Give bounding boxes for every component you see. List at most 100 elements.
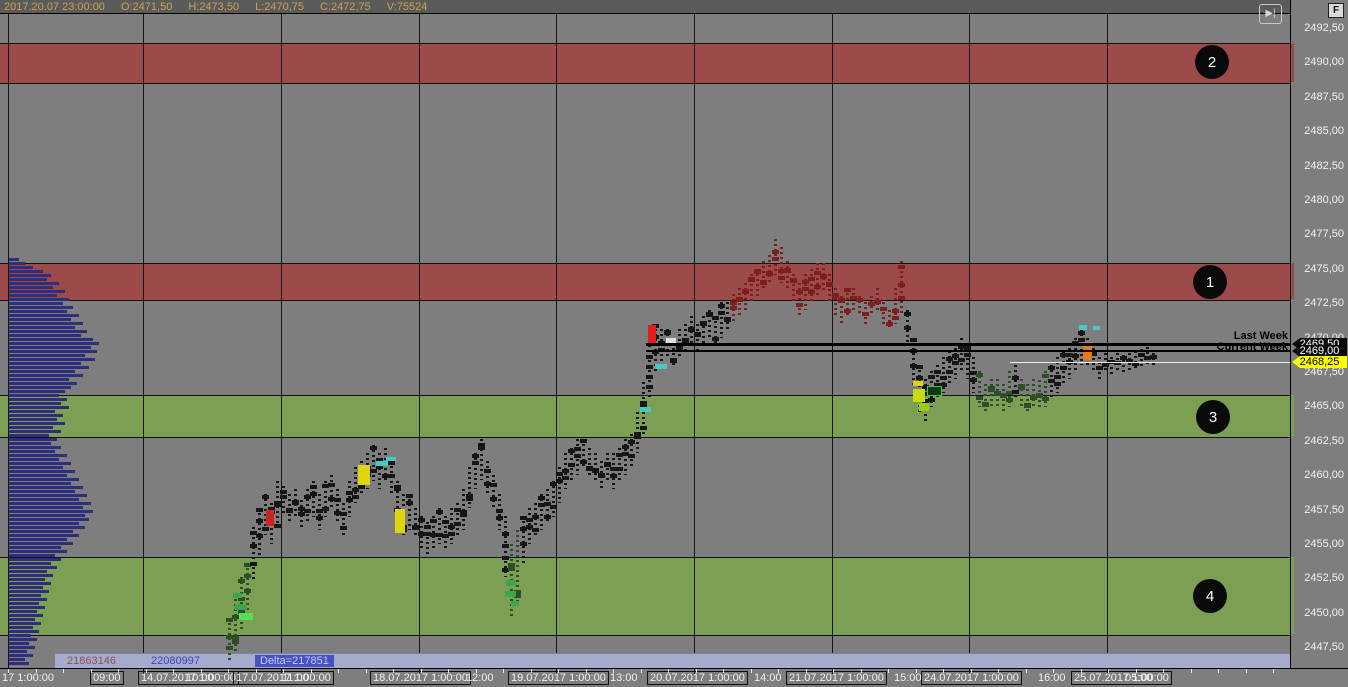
price-bar-cluster-block [334, 511, 341, 515]
volume-profile-bar [9, 322, 83, 325]
price-bar-cluster-block [1102, 363, 1109, 367]
price-bar-cluster-block [520, 542, 527, 546]
price-bar-cluster-block [748, 278, 755, 282]
price-bar [882, 302, 885, 324]
price-bar-cluster-block [532, 515, 539, 519]
price-bar-cluster-block [556, 472, 563, 476]
highlight-cell [511, 601, 519, 606]
price-bar [918, 365, 921, 412]
price-bar-cluster-block [928, 398, 935, 402]
price-bar-cluster-block [562, 469, 569, 473]
price-bar [744, 283, 747, 311]
price-bar-cluster-block [388, 461, 395, 465]
time-axis-label: 09:00 [90, 671, 124, 685]
volume-profile-bar [9, 630, 39, 633]
bar-open: O:2471,50 [120, 0, 173, 13]
time-axis-tick [118, 669, 119, 673]
price-bar-cluster-block [904, 312, 911, 316]
volume-profile-bar [9, 366, 89, 369]
volume-profile-bar [9, 430, 61, 433]
price-bar [804, 274, 807, 310]
price-bar-cluster-block [1060, 366, 1067, 370]
highlight-cell [1079, 325, 1087, 330]
price-bar-cluster-block [796, 290, 803, 294]
price-bar [612, 453, 615, 489]
time-axis-tick [971, 669, 972, 673]
price-axis[interactable]: F 2492,50 2490,00 2487,50 2485,00 2482,50 248… [1290, 0, 1348, 668]
price-bar-cluster-block [916, 365, 923, 369]
price-bar-cluster-block [934, 370, 941, 374]
price-bar-cluster-block [964, 353, 971, 357]
time-axis-tick [888, 669, 889, 673]
price-bar-cluster-block [532, 528, 539, 532]
price-bar-cluster-block [1012, 376, 1019, 380]
volume-profile-bar [9, 574, 53, 577]
time-axis-tick [861, 669, 862, 673]
price-bar-cluster-block [430, 519, 437, 523]
price-bar-cluster-block [310, 485, 317, 489]
price-bar-cluster-block [1096, 366, 1103, 370]
price-bar-cluster-block [1066, 353, 1073, 357]
time-axis-label: 20.07.2017 1:00:00 [647, 671, 748, 685]
price-bar [282, 486, 285, 516]
volume-profile-bar [9, 522, 79, 525]
price-bar [468, 467, 471, 508]
price-bar-cluster-block [340, 526, 347, 530]
price-bar-cluster-block [550, 505, 557, 509]
volume-profile-bar [9, 454, 67, 457]
session-gridline [1107, 14, 1108, 668]
price-bar-cluster-block [1120, 356, 1127, 360]
price-bar-cluster-block [298, 507, 305, 511]
price-bar-cluster-block [244, 574, 251, 578]
volume-profile-bar [9, 498, 79, 501]
price-bar [978, 371, 981, 407]
volume-profile-bar [9, 582, 51, 585]
price-bar [324, 481, 327, 517]
time-axis-tick [833, 669, 834, 673]
price-bar-cluster-block [442, 520, 449, 524]
highlight-cell [376, 461, 388, 466]
chart-area[interactable]: 2 1 3 4 [0, 0, 1290, 668]
price-bar-cluster-block [640, 426, 647, 430]
volume-profile-bar [9, 422, 65, 425]
volume-profile-bar [9, 446, 61, 449]
time-axis[interactable]: 17 1:00:00 09:00 14.07.2017 1:00:00 10:00 17… [0, 668, 1348, 687]
price-bar-cluster-block [316, 516, 323, 520]
price-bar-cluster-block [712, 337, 719, 341]
time-axis-tick [641, 669, 642, 673]
price-bar-cluster-block [316, 509, 323, 513]
price-bar-cluster-block [1138, 353, 1145, 357]
price-bar [354, 467, 357, 503]
price-bar-cluster-block [502, 532, 509, 536]
price-bar-cluster-block [928, 375, 935, 379]
fixed-scale-button[interactable]: F [1328, 3, 1344, 18]
price-bar-cluster-block [970, 378, 977, 382]
bar-low: L:2470,75 [255, 0, 305, 13]
price-bar-cluster-block [880, 307, 887, 311]
price-bar [942, 357, 945, 393]
price-bar-cluster-block [1054, 382, 1061, 386]
price-bar-cluster-block [412, 526, 419, 530]
delta-value: Delta=217851 [255, 655, 334, 667]
price-bar-cluster-block [934, 383, 941, 387]
price-bar-cluster-block [904, 326, 911, 330]
time-axis-label: 14.07.2017 1:00:00 [138, 671, 239, 685]
price-axis-label: 2480,00 [1304, 194, 1344, 206]
time-axis-label: 11:00 [282, 672, 309, 684]
price-bar [948, 351, 951, 384]
volume-profile-bar [9, 466, 63, 469]
highlight-cell [919, 403, 929, 411]
price-bar-cluster-block [646, 365, 653, 369]
skip-to-latest-button[interactable]: ▶| [1259, 4, 1282, 24]
price-bar-cluster-block [646, 385, 653, 389]
price-bar-cluster-block [520, 527, 527, 531]
price-bar [426, 522, 429, 558]
price-bar-cluster-block [448, 532, 455, 536]
price-bar [756, 269, 759, 297]
price-bar-cluster-block [724, 318, 731, 322]
time-axis-tick [201, 669, 202, 673]
axis-zone-strip [1291, 395, 1294, 436]
price-bar [594, 453, 597, 481]
price-bar [738, 288, 741, 316]
total-volume-right: 22080997 [151, 655, 200, 667]
